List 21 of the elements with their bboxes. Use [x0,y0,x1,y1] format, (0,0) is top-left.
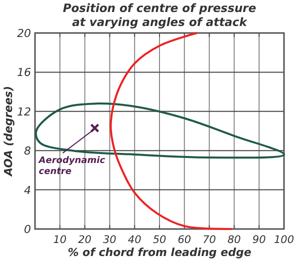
x-tick-label: 40 [128,234,142,246]
x-tick-label: 90 [252,234,266,246]
y-tick-label: 0 [24,223,31,236]
x-tick-label: 20 [78,234,92,246]
y-tick-label: 16 [17,66,31,80]
line-series [110,32,233,230]
x-tick-label: 10 [53,234,67,246]
y-axis-title: AOA (degrees) [2,86,15,178]
annotation: Aerodynamic centre [38,156,106,178]
x-tick-label: 50 [152,234,166,246]
x-tick-label: 100 [274,234,294,246]
chart-title: Position of centre of pressure at varying angles of attack [62,1,256,29]
x-tick-label: 80 [228,234,242,246]
x-axis-title: % of chord from leading edge [68,246,252,259]
x-tick-label: 60 [178,234,192,246]
x-tick-label: 30 [103,234,117,246]
y-tick-label: 20 [17,27,31,40]
y-tick-label: 12 [17,105,31,118]
y-tick-label: 8 [24,144,31,158]
x-tick-label: 70 [202,234,216,246]
y-tick-label: 4 [24,184,31,197]
